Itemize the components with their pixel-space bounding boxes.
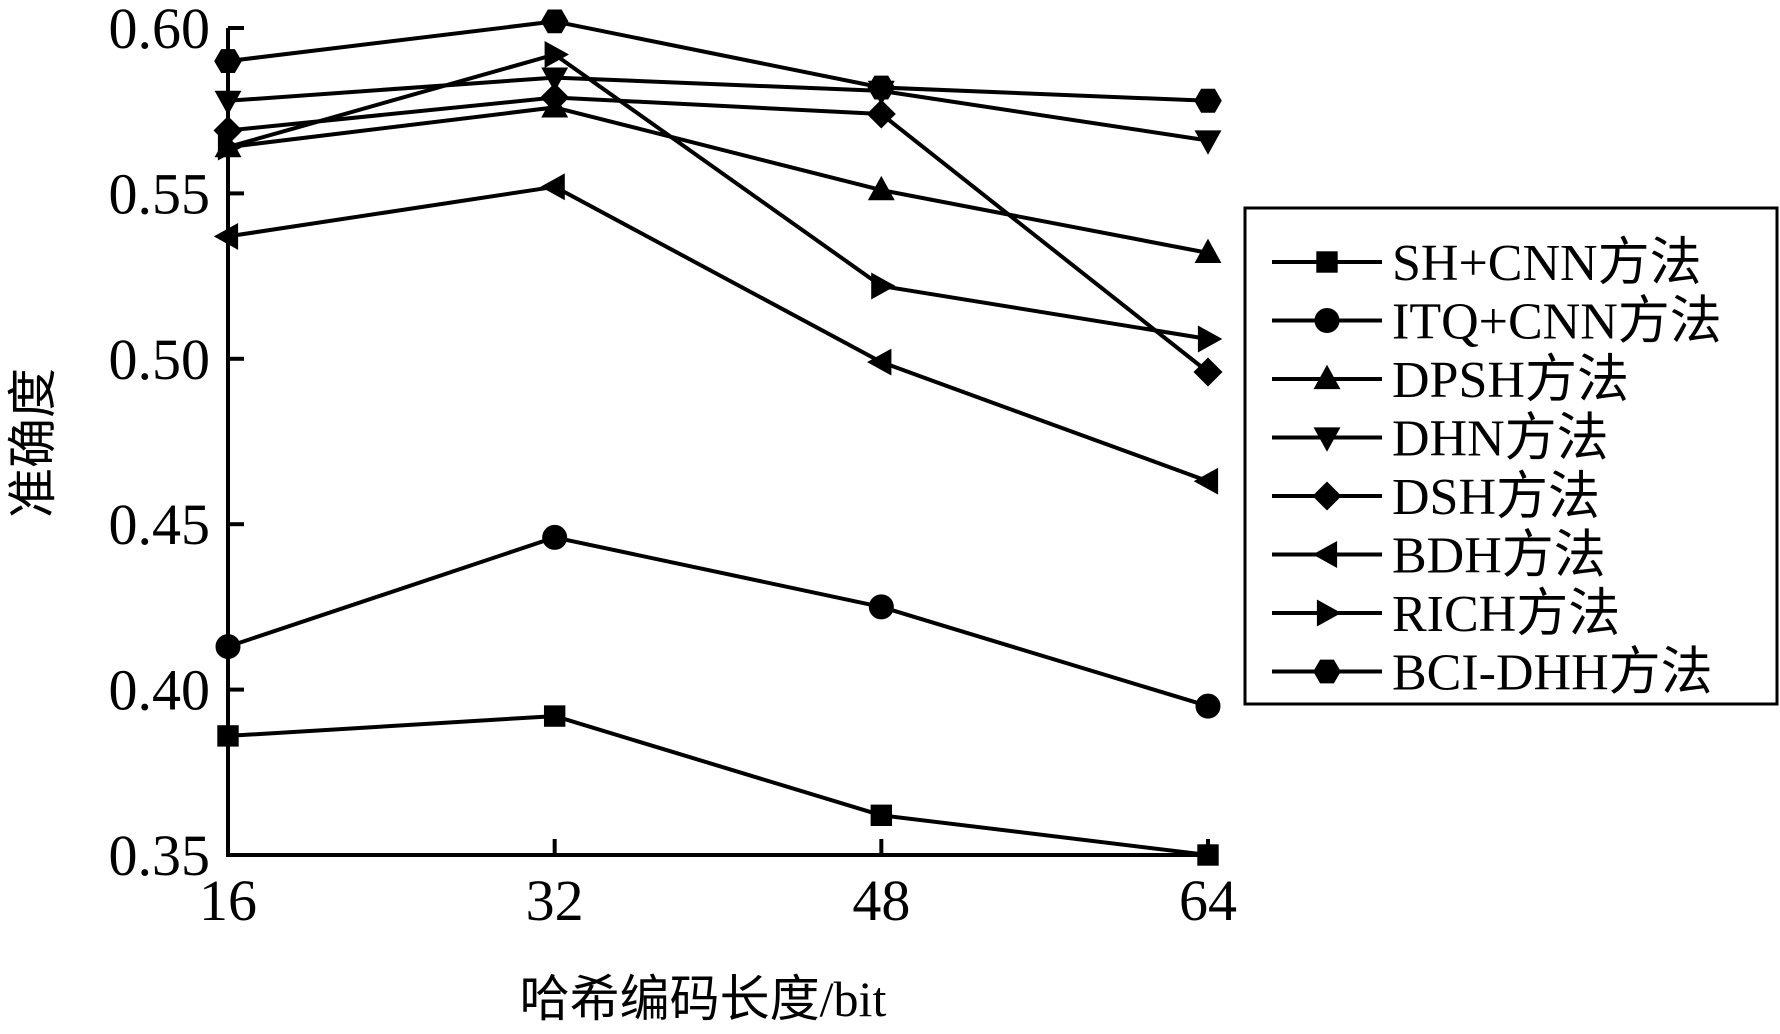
series-6 xyxy=(213,173,1219,495)
legend-label: ITQ+CNN方法 xyxy=(1392,294,1722,351)
data-point xyxy=(1194,238,1222,263)
legend: SH+CNN方法ITQ+CNN方法DPSH方法DHN方法DSH方法BDH方法RI… xyxy=(1243,206,1779,706)
x-tick-label: 16 xyxy=(199,868,257,933)
legend-item: DSH方法 xyxy=(1272,469,1600,526)
legend-item: SH+CNN方法 xyxy=(1272,235,1702,292)
series-4 xyxy=(214,67,1222,155)
y-tick-label: 0.40 xyxy=(109,658,211,723)
y-tick-label: 0.60 xyxy=(109,0,211,61)
x-tick-label: 64 xyxy=(1179,868,1237,933)
data-point xyxy=(1195,693,1221,719)
data-point xyxy=(1197,844,1219,866)
legend-label: BCI-DHH方法 xyxy=(1392,645,1713,702)
legend-label: DSH方法 xyxy=(1392,469,1600,526)
series-line xyxy=(227,184,1209,484)
series-line xyxy=(227,19,1209,103)
legend-marker xyxy=(1313,364,1341,390)
data-point xyxy=(542,524,568,550)
legend-marker xyxy=(1316,251,1338,273)
legend-items: SH+CNN方法ITQ+CNN方法DPSH方法DHN方法DSH方法BDH方法RI… xyxy=(1272,235,1722,702)
series-line xyxy=(227,105,1209,255)
series-7 xyxy=(217,41,1223,353)
series-line xyxy=(227,535,1209,709)
legend-label: DPSH方法 xyxy=(1392,352,1629,409)
data-point xyxy=(213,222,239,250)
legend-marker xyxy=(1313,427,1341,452)
legend-label: BDH方法 xyxy=(1392,528,1606,585)
legend-label: RICH方法 xyxy=(1392,586,1620,643)
data-point xyxy=(217,725,239,747)
y-tick-label: 0.35 xyxy=(109,823,211,888)
data-point xyxy=(867,75,896,100)
data-point xyxy=(214,90,242,116)
series-line xyxy=(227,714,1209,857)
y-axis-title: 准确度 xyxy=(5,368,61,518)
data-point xyxy=(1197,325,1223,353)
x-tick-label: 48 xyxy=(852,868,910,933)
x-tick-label: 32 xyxy=(526,868,584,933)
legend-marker xyxy=(1314,308,1340,333)
axes: 0.35 0.40 0.45 0.50 0.55 0.60 16 32 48 64 xyxy=(109,0,1238,933)
series-1 xyxy=(217,705,1219,866)
x-ticks: 16 32 48 64 xyxy=(199,839,1237,933)
y-tick-label: 0.45 xyxy=(109,492,211,557)
data-point xyxy=(867,348,892,376)
legend-item: RICH方法 xyxy=(1272,586,1620,643)
data-point xyxy=(215,634,241,660)
data-point xyxy=(1193,357,1223,387)
series-2 xyxy=(215,524,1221,719)
legend-item: BDH方法 xyxy=(1272,528,1606,585)
y-tick-label: 0.55 xyxy=(109,161,211,226)
legend-marker xyxy=(1312,541,1338,568)
y-ticks: 0.35 0.40 0.45 0.50 0.55 0.60 xyxy=(109,0,244,888)
data-point xyxy=(1193,467,1219,495)
series-5 xyxy=(213,82,1223,387)
data-point xyxy=(871,272,896,300)
series-line xyxy=(227,75,1209,143)
legend-item: DPSH方法 xyxy=(1272,352,1629,409)
data-point xyxy=(544,41,569,68)
legend-item: ITQ+CNN方法 xyxy=(1272,294,1722,351)
data-point xyxy=(214,49,242,73)
legend-label: SH+CNN方法 xyxy=(1392,235,1702,292)
legend-marker xyxy=(1313,659,1341,684)
series-8 xyxy=(214,9,1222,113)
data-point xyxy=(868,594,894,620)
legend-item: BCI-DHH方法 xyxy=(1272,645,1713,702)
legend-label: DHN方法 xyxy=(1392,411,1609,468)
data-point xyxy=(217,133,243,161)
series-layer xyxy=(213,9,1223,866)
data-point xyxy=(540,173,565,201)
data-point xyxy=(1194,130,1222,155)
series-line xyxy=(227,95,1210,374)
series-line xyxy=(227,52,1209,341)
data-point xyxy=(1194,88,1222,113)
legend-marker xyxy=(1316,599,1342,627)
data-point xyxy=(867,175,895,201)
data-point xyxy=(541,67,569,92)
data-point xyxy=(866,99,896,129)
x-axis-title: 哈希编码长度/bit xyxy=(520,971,887,1027)
legend-marker xyxy=(1312,481,1342,511)
legend-item: DHN方法 xyxy=(1272,411,1609,468)
legend-box xyxy=(1243,206,1779,706)
data-point xyxy=(540,9,569,34)
y-tick-label: 0.50 xyxy=(109,327,211,392)
data-point xyxy=(540,82,570,113)
data-point xyxy=(870,804,893,827)
data-point xyxy=(543,705,566,727)
